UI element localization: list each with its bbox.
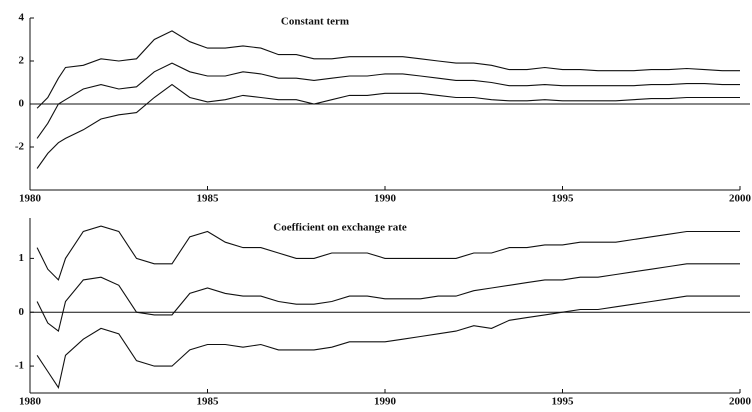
series-line [36,30,740,109]
y-tick-label: -1 [15,360,24,372]
y-tick-label: -2 [15,141,25,153]
series-line [36,295,740,389]
x-tick-label: 1990 [374,396,397,408]
series-line [36,62,740,139]
x-tick-label: 1995 [552,193,575,205]
x-tick-label: 1985 [197,193,220,205]
x-tick-label: 1980 [19,193,42,205]
panel-title: Constant term [281,16,349,28]
x-tick-label: 1995 [552,396,575,408]
y-tick-label: 1 [19,252,25,264]
x-tick-label: 2000 [729,396,752,408]
x-tick-label: 1990 [374,193,397,205]
y-tick-label: 4 [19,12,25,24]
x-tick-label: 2000 [729,193,752,205]
x-tick-label: 1985 [197,396,220,408]
series-line [36,83,740,169]
y-tick-label: 0 [19,98,25,110]
y-tick-label: 0 [19,306,25,318]
x-tick-label: 1980 [19,396,42,408]
series-line [36,263,740,333]
series-line [36,225,740,281]
y-tick-label: 2 [19,55,25,67]
panel-title: Coefficient on exchange rate [273,222,407,234]
